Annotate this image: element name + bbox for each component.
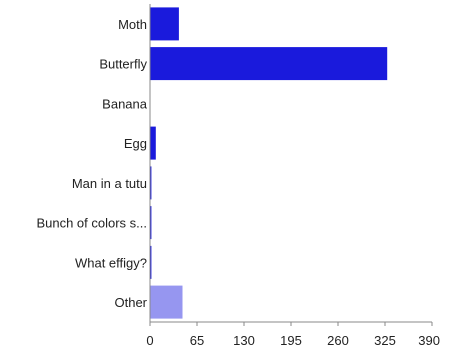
- x-tick-label-65: 65: [190, 333, 204, 348]
- x-tick-label-195: 195: [280, 333, 302, 348]
- category-label-bunch-of-colors-s: Bunch of colors s...: [36, 216, 147, 231]
- bar-moth: [150, 7, 179, 41]
- bar-other: [150, 285, 183, 319]
- category-label-other: Other: [114, 295, 147, 310]
- category-label-banana: Banana: [102, 96, 148, 111]
- category-labels: Moth Butterfly Banana Egg Man in a tutu Bunch…: [36, 17, 147, 310]
- category-label-what-effigy: What effigy?: [75, 255, 147, 270]
- category-label-egg: Egg: [124, 136, 147, 151]
- category-label-man-in-a-tutu: Man in a tutu: [72, 176, 147, 191]
- x-tick-label-390: 390: [418, 333, 440, 348]
- x-tick-labels: 0 65 130 195 260 325 390: [146, 322, 440, 348]
- bar-butterfly: [150, 47, 388, 81]
- x-tick-label-260: 260: [327, 333, 349, 348]
- x-tick-label-0: 0: [146, 333, 153, 348]
- category-label-butterfly: Butterfly: [99, 57, 147, 72]
- bar-egg: [150, 126, 156, 160]
- category-label-moth: Moth: [118, 17, 147, 32]
- bar-bunch-of-colors-s: [150, 206, 152, 240]
- x-tick-label-325: 325: [374, 333, 396, 348]
- bar-man-in-a-tutu: [150, 166, 152, 200]
- bars-layer: [150, 7, 388, 319]
- bar-what-effigy: [150, 245, 152, 279]
- x-tick-label-130: 130: [233, 333, 255, 348]
